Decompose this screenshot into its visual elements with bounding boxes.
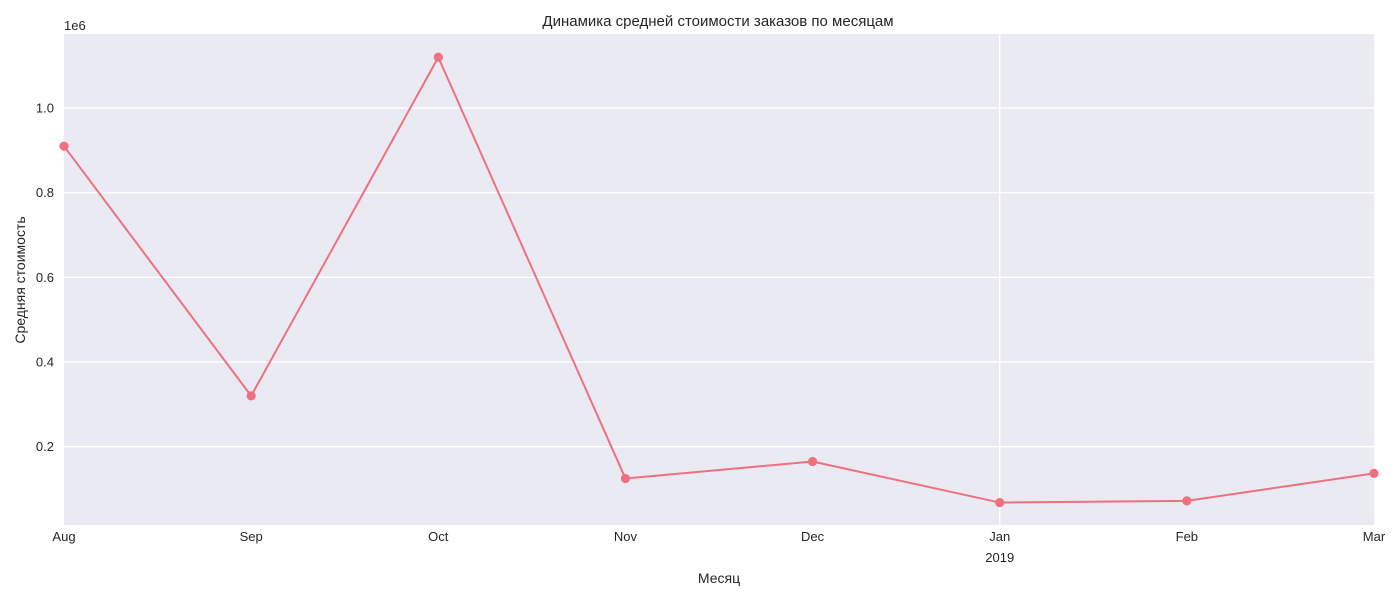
data-point (1369, 468, 1379, 478)
data-point (1182, 496, 1192, 506)
y-tick-label: 0.2 (36, 439, 54, 454)
data-point (995, 497, 1005, 508)
x-tick-label: Oct (428, 529, 449, 544)
chart-title: Динамика средней стоимости заказов по ме… (542, 13, 893, 30)
x-tick-label: Aug (52, 529, 75, 544)
y-tick-label: 0.8 (36, 185, 54, 200)
x-tick-label: Dec (801, 529, 825, 544)
x-tick-label: Feb (1176, 529, 1198, 544)
y-tick-label: 0.6 (36, 270, 54, 285)
data-point (59, 141, 69, 151)
series-line (63, 56, 1375, 504)
y-axis-title: Средняя стоимость (12, 216, 28, 343)
data-point (807, 456, 818, 467)
series-layer (59, 52, 1379, 508)
plot-area (64, 34, 1374, 525)
y-tick-label: 1.0 (36, 101, 54, 116)
x-tick-label: Nov (614, 529, 638, 544)
grid-layer (64, 34, 1374, 525)
x-axis-title: Месяц (698, 570, 740, 586)
data-point (620, 473, 631, 484)
x-tick-label: Sep (240, 529, 263, 544)
data-point (433, 52, 443, 62)
y-axis-ticks: 0.2 0.4 0.6 0.8 1.0 (36, 101, 54, 455)
x-tick-label: Mar (1363, 529, 1386, 544)
y-offset-label: 1e6 (64, 18, 86, 33)
x-axis-ticks: Aug Sep Oct Nov Dec Jan 2019 Feb Mar (52, 529, 1385, 565)
x-tick-sublabel: 2019 (985, 550, 1014, 565)
y-tick-label: 0.4 (36, 355, 54, 370)
x-tick-label: Jan (989, 529, 1010, 544)
data-point (246, 391, 256, 401)
